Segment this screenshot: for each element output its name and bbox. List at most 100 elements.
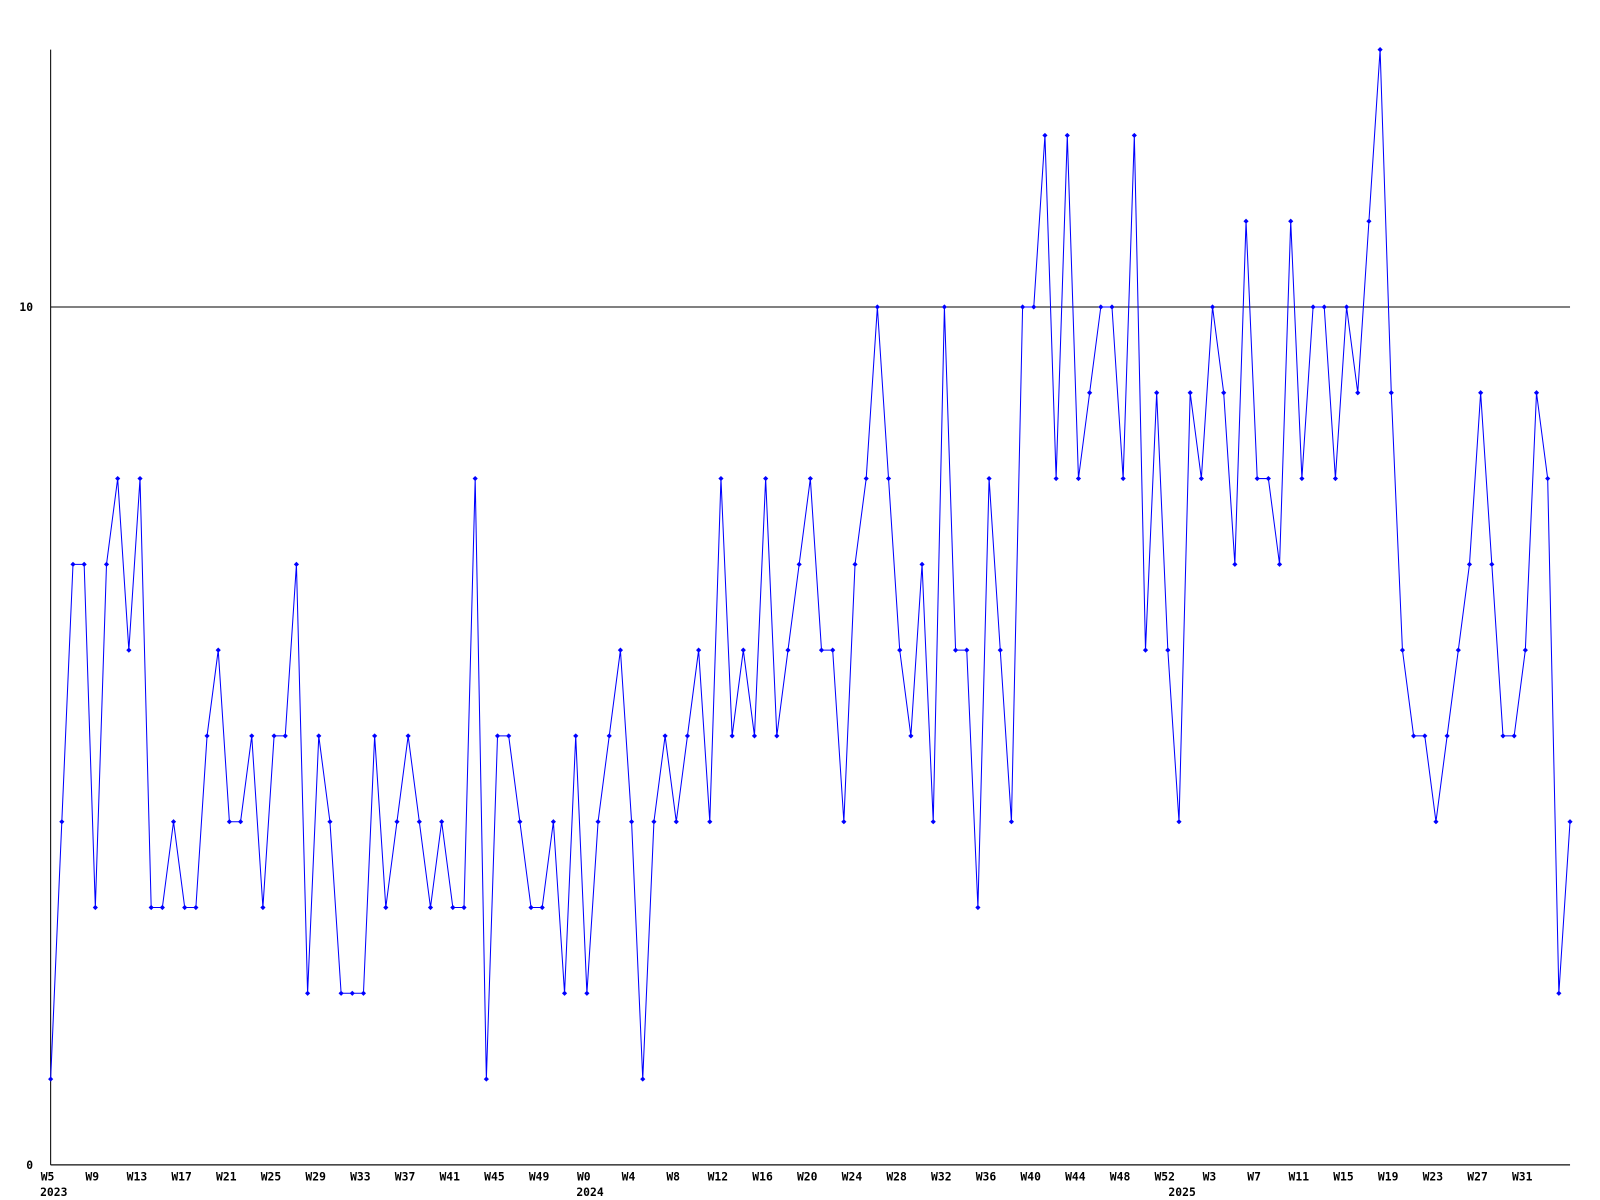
point [1344, 304, 1350, 310]
point [595, 819, 601, 825]
point [1310, 304, 1316, 310]
x-tick-label: W33 [350, 1169, 371, 1183]
point [729, 733, 735, 739]
point [550, 819, 556, 825]
x-tick-label: W48 [1110, 1169, 1131, 1183]
point [874, 304, 880, 310]
point [293, 561, 300, 567]
point [1209, 304, 1216, 310]
point [327, 819, 333, 825]
point [506, 733, 512, 739]
x-tick-label: W32 [931, 1169, 952, 1183]
point [696, 647, 702, 653]
point [986, 475, 992, 482]
point [439, 819, 445, 825]
point [148, 904, 154, 911]
x-group-label: 2024 [576, 1185, 604, 1199]
point [1198, 475, 1204, 482]
point [450, 904, 456, 911]
point [1466, 561, 1473, 567]
point [897, 647, 903, 653]
x-tick-label: W40 [1020, 1169, 1041, 1183]
point [383, 904, 389, 911]
point [941, 304, 947, 310]
point [1109, 304, 1115, 310]
point [606, 733, 612, 739]
point [1154, 390, 1160, 396]
point [81, 561, 87, 567]
x-tick-label: W9 [85, 1169, 99, 1183]
point [707, 819, 713, 825]
point [919, 561, 925, 567]
point [204, 733, 210, 739]
point [1332, 475, 1338, 482]
point [1165, 647, 1171, 653]
x-tick-label: W11 [1289, 1169, 1310, 1183]
point [427, 904, 434, 911]
point [573, 733, 579, 739]
point [1075, 475, 1082, 482]
point [305, 990, 311, 996]
x-tick-label: W0 [577, 1169, 591, 1183]
point [863, 475, 869, 482]
point [1388, 390, 1394, 396]
point [1265, 475, 1271, 482]
point [662, 733, 668, 739]
x-tick-label: W5 [41, 1169, 55, 1183]
point [372, 733, 378, 739]
point [360, 990, 367, 996]
point [1120, 475, 1126, 482]
point [59, 819, 65, 825]
point [1276, 561, 1283, 567]
x-tick-label: W8 [666, 1169, 680, 1183]
x-tick-label: W7 [1247, 1169, 1261, 1183]
x-group-label: 2023 [40, 1185, 68, 1199]
point [673, 819, 679, 825]
point [115, 475, 121, 482]
point [271, 733, 277, 739]
point [1064, 132, 1070, 138]
point [751, 733, 758, 739]
point [975, 904, 981, 911]
line [50, 49, 1571, 1080]
point [170, 819, 177, 825]
point [1053, 475, 1059, 482]
point [517, 819, 523, 825]
point [237, 819, 244, 825]
point [1455, 647, 1461, 653]
x-tick-label: W15 [1333, 1169, 1354, 1183]
point [103, 561, 110, 567]
point [137, 475, 143, 482]
point [126, 647, 132, 653]
point [1411, 733, 1417, 739]
point [1355, 390, 1361, 396]
point [182, 904, 188, 911]
point [1433, 819, 1439, 825]
point [394, 819, 400, 825]
point [1522, 647, 1528, 653]
point [651, 819, 657, 825]
point [1299, 475, 1305, 482]
point [193, 904, 199, 911]
point [1288, 218, 1294, 224]
point [1131, 132, 1137, 138]
x-tick-label: W17 [171, 1169, 192, 1183]
point [1500, 733, 1506, 739]
point [260, 904, 266, 911]
x-tick-label: W37 [395, 1169, 416, 1183]
point [1142, 647, 1149, 653]
point [763, 475, 769, 482]
point [930, 819, 936, 825]
point [830, 647, 836, 653]
x-tick-label: W31 [1512, 1169, 1533, 1183]
point [640, 1076, 646, 1082]
point [483, 1076, 489, 1082]
point [1399, 647, 1406, 653]
point [92, 904, 98, 911]
x-tick-label: W45 [484, 1169, 505, 1183]
point [807, 475, 813, 482]
point [528, 904, 534, 911]
point [539, 904, 545, 911]
x-tick-label: W36 [976, 1169, 997, 1183]
